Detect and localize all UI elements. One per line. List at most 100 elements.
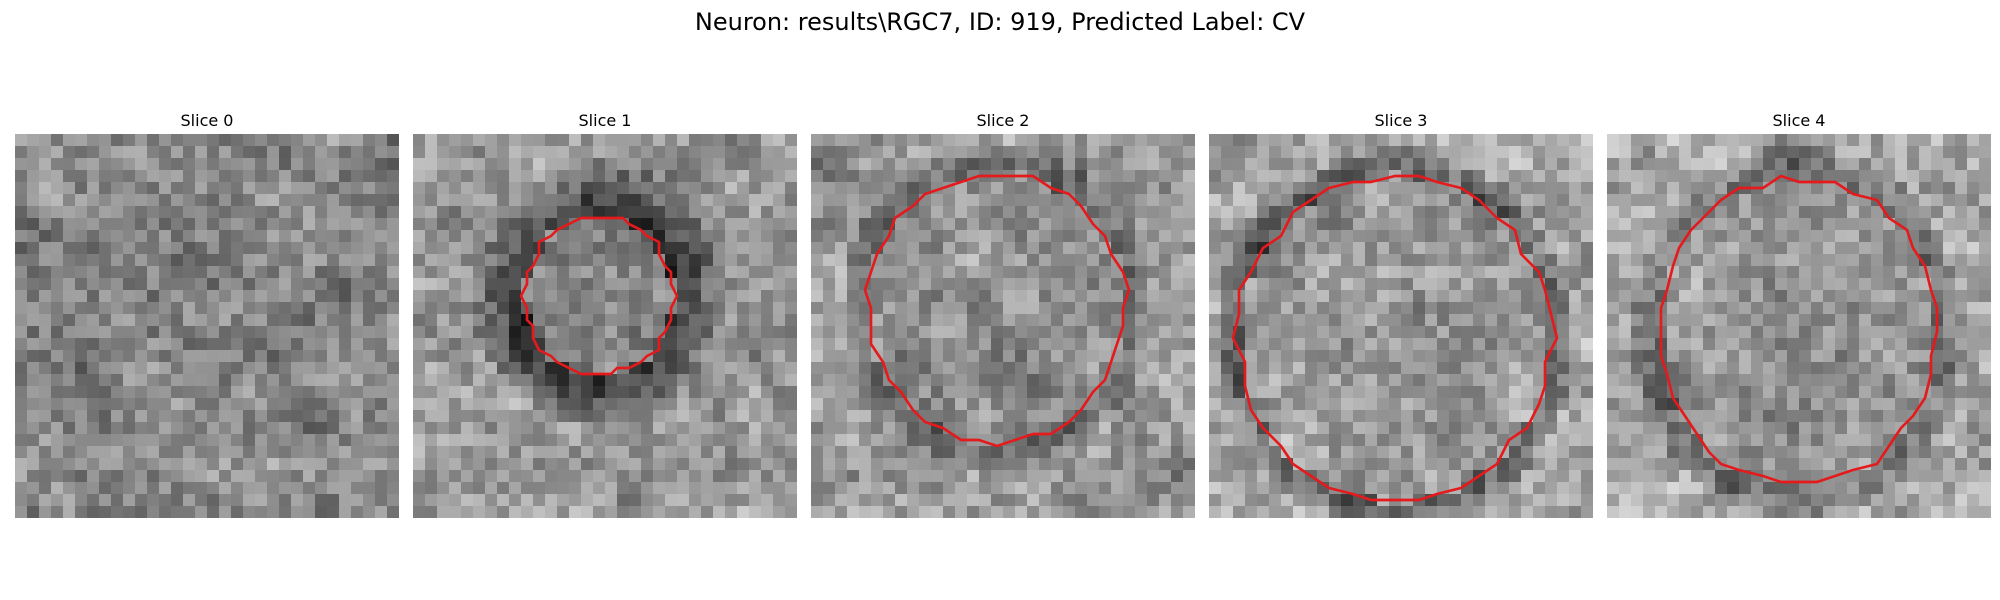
pixel (1159, 326, 1172, 339)
pixel (63, 254, 76, 267)
pixel (207, 182, 220, 195)
pixel (785, 470, 797, 483)
pixel (653, 194, 666, 207)
pixel (1003, 146, 1016, 159)
pixel (1305, 350, 1318, 363)
pixel (425, 194, 438, 207)
pixel (1051, 170, 1064, 183)
pixel (1643, 410, 1656, 423)
pixel (1787, 362, 1800, 375)
pixel (219, 218, 232, 231)
pixel (1811, 194, 1824, 207)
pixel (1895, 314, 1908, 327)
pixel (1449, 386, 1462, 399)
pixel (1341, 170, 1354, 183)
pixel (473, 374, 486, 387)
pixel (1099, 338, 1112, 351)
pixel (243, 254, 256, 267)
pixel (1245, 134, 1258, 147)
pixel (339, 386, 352, 399)
pixel (375, 242, 388, 255)
pixel (943, 494, 956, 507)
pixel (641, 206, 654, 219)
pixel (437, 134, 450, 147)
pixel (1811, 218, 1824, 231)
pixel (713, 146, 726, 159)
pixel (1895, 362, 1908, 375)
pixel (497, 422, 510, 435)
pixel (1763, 302, 1776, 315)
pixel (351, 230, 364, 243)
pixel (641, 170, 654, 183)
pixel (569, 446, 582, 459)
pixel (1111, 314, 1124, 327)
pixel (255, 362, 268, 375)
pixel (773, 314, 786, 327)
pixel (701, 206, 714, 219)
pixel (1521, 374, 1534, 387)
pixel (1703, 266, 1716, 279)
pixel (1533, 230, 1546, 243)
pixel (811, 146, 824, 159)
pixel (147, 422, 160, 435)
pixel (461, 218, 474, 231)
pixel (521, 134, 534, 147)
pixel (1075, 170, 1088, 183)
pixel (701, 350, 714, 363)
pixel (665, 218, 678, 231)
pixel (1691, 158, 1704, 171)
pixel (147, 434, 160, 447)
pixel (1775, 338, 1788, 351)
pixel (27, 194, 40, 207)
pixel (1509, 170, 1522, 183)
pixel (1557, 470, 1570, 483)
pixel (327, 470, 340, 483)
pixel (1485, 470, 1498, 483)
pixel (147, 398, 160, 411)
pixel (1787, 326, 1800, 339)
pixel (979, 326, 992, 339)
pixel (1955, 446, 1968, 459)
pixel (1557, 206, 1570, 219)
pixel (823, 134, 836, 147)
pixel (701, 194, 714, 207)
pixel (279, 230, 292, 243)
pixel (1111, 386, 1124, 399)
pixel (135, 170, 148, 183)
pixel (1667, 146, 1680, 159)
pixel (581, 326, 594, 339)
pixel (243, 350, 256, 363)
pixel (1159, 182, 1172, 195)
pixel (593, 290, 606, 303)
pixel (1631, 434, 1644, 447)
pixel (111, 494, 124, 507)
pixel (327, 362, 340, 375)
pixel (1353, 362, 1366, 375)
pixel (413, 446, 426, 459)
pixel (1931, 434, 1944, 447)
pixel (87, 506, 100, 518)
pixel (955, 146, 968, 159)
pixel (363, 194, 376, 207)
pixel (1883, 350, 1896, 363)
pixel (1895, 170, 1908, 183)
pixel (1341, 230, 1354, 243)
pixel (557, 242, 570, 255)
pixel (279, 374, 292, 387)
pixel (207, 386, 220, 399)
pixel (1631, 302, 1644, 315)
pixel (871, 482, 884, 495)
pixel (1329, 146, 1342, 159)
pixel (967, 146, 980, 159)
pixel (919, 374, 932, 387)
pixel (1099, 170, 1112, 183)
pixel (1039, 290, 1052, 303)
pixel (1739, 314, 1752, 327)
pixel (1631, 218, 1644, 231)
pixel (811, 170, 824, 183)
pixel (1727, 422, 1740, 435)
pixel (1233, 266, 1246, 279)
pixel (1485, 350, 1498, 363)
pixel (219, 458, 232, 471)
pixel (1907, 434, 1920, 447)
